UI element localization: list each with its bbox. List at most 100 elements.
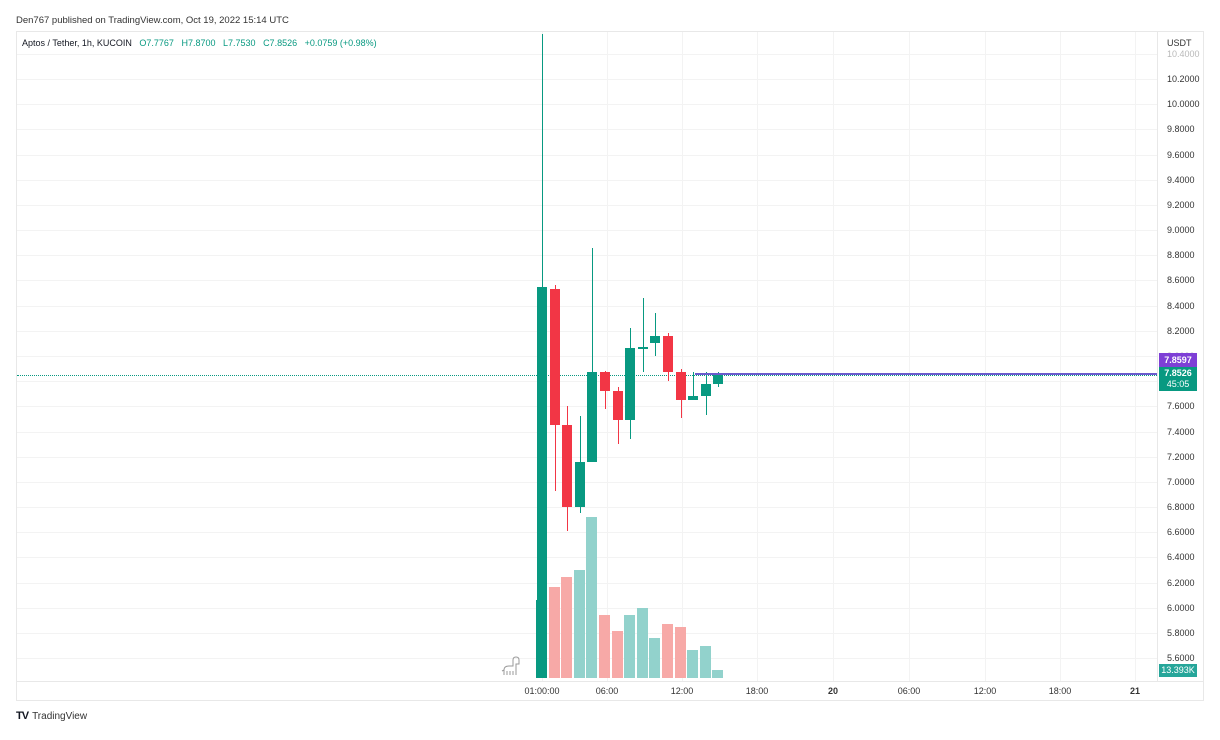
candle-up xyxy=(713,374,723,384)
grid-line-v xyxy=(909,32,910,681)
grid-line-v xyxy=(757,32,758,681)
volume-bar xyxy=(624,615,636,678)
symbol-name[interactable]: Aptos / Tether, 1h, KUCOIN xyxy=(22,38,132,48)
volume-bar xyxy=(687,650,699,678)
grid-line-v xyxy=(833,32,834,681)
hline-price-badge: 7.8597 xyxy=(1159,353,1197,367)
time-tick-label: 01:00:00 xyxy=(524,686,560,696)
grid-line-h xyxy=(17,507,1157,508)
grid-line-h xyxy=(17,180,1157,181)
publish-info: Den767 published on TradingView.com, Oct… xyxy=(16,15,289,26)
volume-bar xyxy=(599,615,610,678)
brand-name[interactable]: TradingView xyxy=(32,710,88,722)
candle-up xyxy=(688,396,698,401)
time-tick-label: 21 xyxy=(1129,686,1141,696)
ohlc-high: H7.8700 xyxy=(181,38,216,48)
volume-bar xyxy=(699,646,711,678)
dino-icon xyxy=(501,656,520,675)
candle-up xyxy=(537,286,547,671)
grid-line-h xyxy=(17,230,1157,231)
last-price-badge: 7.8526 45:05 xyxy=(1159,367,1197,391)
candle-up xyxy=(575,461,585,508)
volume-bar xyxy=(649,638,661,678)
candle-down xyxy=(676,372,686,401)
grid-line-v xyxy=(985,32,986,681)
tradingview-logo-icon[interactable]: TV xyxy=(16,710,29,722)
price-tick-label: 6.0000 xyxy=(1167,603,1195,613)
candle-wick xyxy=(643,298,644,373)
volume-bar xyxy=(712,670,724,678)
grid-line-h xyxy=(17,79,1157,80)
symbol-legend: Aptos / Tether, 1h, KUCOIN O7.7767 H7.87… xyxy=(22,38,377,48)
grid-line-h xyxy=(17,482,1157,483)
price-tick-label: 8.4000 xyxy=(1167,301,1195,311)
grid-line-h xyxy=(17,280,1157,281)
price-axis-separator xyxy=(1157,32,1158,682)
candle-wick xyxy=(655,313,656,356)
candle-up xyxy=(587,372,597,462)
price-tick-label: 5.6000 xyxy=(1167,653,1195,663)
price-tick-label: 5.8000 xyxy=(1167,628,1195,638)
last-price-value: 7.8526 xyxy=(1164,368,1192,378)
time-tick-label: 06:00 xyxy=(595,686,619,696)
volume-bar xyxy=(573,570,585,678)
volume-bar xyxy=(662,624,673,678)
price-tick-label: 10.4000 xyxy=(1167,49,1200,59)
ohlc-low: L7.7530 xyxy=(223,38,256,48)
grid-line-v xyxy=(607,32,608,681)
price-tick-label: 10.0000 xyxy=(1167,99,1200,109)
price-tick-label: 6.6000 xyxy=(1167,527,1195,537)
price-axis-currency: USDT xyxy=(1167,38,1192,48)
price-tick-label: 9.6000 xyxy=(1167,150,1195,160)
candle-down xyxy=(550,289,560,426)
price-tick-label: 6.8000 xyxy=(1167,502,1195,512)
volume-badge: 13.393K xyxy=(1159,664,1197,677)
candle-up xyxy=(638,347,648,350)
volume-bar xyxy=(586,517,598,678)
time-tick-label: 06:00 xyxy=(897,686,921,696)
volume-bar xyxy=(561,577,573,678)
candle-down xyxy=(600,372,610,392)
candle-wick xyxy=(693,372,694,401)
price-tick-label: 8.2000 xyxy=(1167,326,1195,336)
candle-wick xyxy=(592,247,593,462)
time-tick-label: 20 xyxy=(827,686,839,696)
bar-countdown: 45:05 xyxy=(1166,379,1190,389)
grid-line-h xyxy=(17,129,1157,130)
candle-up xyxy=(650,335,660,344)
price-tick-label: 7.4000 xyxy=(1167,427,1195,437)
candle-up xyxy=(625,348,635,421)
price-tick-label: 8.8000 xyxy=(1167,250,1195,260)
price-tick-label: 7.2000 xyxy=(1167,452,1195,462)
price-tick-label: 9.8000 xyxy=(1167,124,1195,134)
grid-line-v xyxy=(1135,32,1136,681)
volume-bar xyxy=(548,587,560,678)
price-tick-label: 9.2000 xyxy=(1167,200,1195,210)
grid-line-h xyxy=(17,54,1157,55)
ohlc-close: C7.8526 xyxy=(263,38,298,48)
price-tick-label: 10.2000 xyxy=(1167,74,1200,84)
volume-bar xyxy=(636,608,648,678)
price-tick-label: 9.4000 xyxy=(1167,175,1195,185)
grid-line-v xyxy=(682,32,683,681)
price-tick-label: 6.2000 xyxy=(1167,578,1195,588)
price-tick-label: 8.6000 xyxy=(1167,275,1195,285)
candle-down xyxy=(562,425,572,508)
grid-line-h xyxy=(17,356,1157,357)
grid-line-v xyxy=(1060,32,1061,681)
grid-line-h xyxy=(17,306,1157,307)
grid-line-h xyxy=(17,205,1157,206)
volume-bar xyxy=(674,627,686,678)
time-tick-label: 18:00 xyxy=(1048,686,1072,696)
grid-line-h xyxy=(17,155,1157,156)
grid-line-h xyxy=(17,104,1157,105)
price-tick-label: 7.0000 xyxy=(1167,477,1195,487)
horizontal-line-drawing[interactable] xyxy=(695,373,1157,375)
chart-frame xyxy=(16,31,1204,701)
ohlc-change: +0.0759 (+0.98%) xyxy=(304,38,377,48)
price-tick-label: 9.0000 xyxy=(1167,225,1195,235)
time-tick-label: 18:00 xyxy=(745,686,769,696)
candle-down xyxy=(663,335,673,373)
grid-line-h xyxy=(17,331,1157,332)
price-tick-label: 6.4000 xyxy=(1167,552,1195,562)
